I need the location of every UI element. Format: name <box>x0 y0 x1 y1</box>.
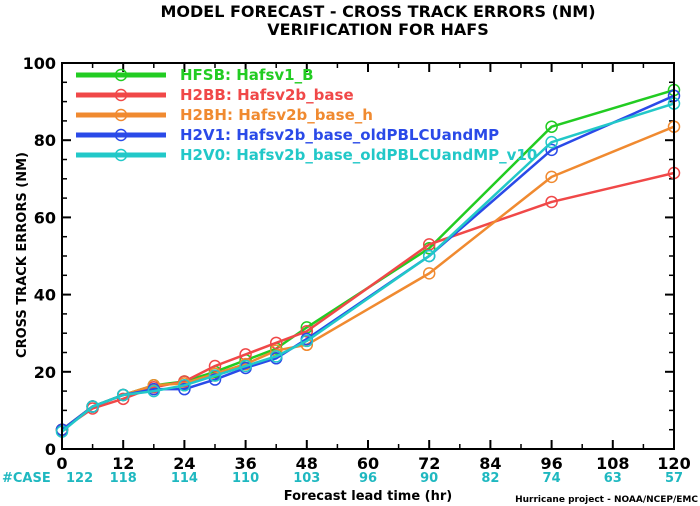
case-count: 63 <box>604 471 622 486</box>
data-point <box>208 369 222 382</box>
legend-item: H2V0: Hafsv2b_base_oldPBLCUandMP_v10 <box>76 146 537 164</box>
data-point <box>545 143 558 157</box>
x-tick-label: 84 <box>479 454 501 473</box>
legend-label: H2V0: Hafsv2b_base_oldPBLCUandMP_v10 <box>180 146 537 164</box>
x-axis-label: Forecast lead time (hr) <box>284 489 452 504</box>
data-point <box>300 334 314 348</box>
legend-item: H2BB: Hafsv2b_base <box>76 86 354 104</box>
data-point <box>208 359 222 373</box>
legend-label: H2BB: Hafsv2b_base <box>180 86 354 104</box>
plot-frame <box>61 62 675 450</box>
x-tick-label: 108 <box>596 454 629 473</box>
credit-text: Hurricane project - NOAA/NCEP/EMC <box>515 495 698 505</box>
legend-label: H2BH: Hafsv2b_base_h <box>180 106 373 124</box>
legend-item: H2V1: Hafsv2b_base_oldPBLCUandMP <box>76 126 499 144</box>
y-axis-label: CROSS TRACK ERRORS (NM) <box>15 152 30 358</box>
case-count: 96 <box>359 471 377 486</box>
x-tick-label: 12 <box>112 454 134 473</box>
x-tick-label: 60 <box>357 454 379 473</box>
chart-subtitle: VERIFICATION FOR HAFS <box>267 20 488 39</box>
y-tick-label: 0 <box>45 440 56 459</box>
y-tick-label: 20 <box>34 363 56 382</box>
case-label: #CASE <box>2 471 51 486</box>
case-count: 90 <box>420 471 438 486</box>
y-tick-label: 60 <box>34 208 56 227</box>
data-point <box>178 379 191 392</box>
legend-marker <box>114 148 128 162</box>
y-tick-label: 80 <box>34 131 56 150</box>
x-tick-label: 24 <box>173 454 195 473</box>
data-point <box>269 336 283 350</box>
data-point <box>300 325 314 338</box>
data-point <box>178 382 191 396</box>
x-tick-label: 48 <box>296 454 318 473</box>
case-count: 103 <box>293 471 320 486</box>
legend-item: HFSB: Hafsv1_B <box>76 66 314 84</box>
data-point <box>422 267 436 280</box>
legend: HFSB: Hafsv1_B H2BB: Hafsv2b_base H2BH: Ha… <box>76 66 537 164</box>
data-point <box>86 400 99 413</box>
data-point <box>545 170 558 184</box>
legend-marker <box>114 88 128 102</box>
legend-marker <box>114 68 128 82</box>
chart-title: MODEL FORECAST - CROSS TRACK ERRORS (NM) <box>160 2 595 21</box>
x-tick-label: 72 <box>418 454 440 473</box>
data-point <box>116 392 130 406</box>
y-tick-label: 100 <box>23 54 56 73</box>
data-point <box>147 384 161 398</box>
x-tick-label: 120 <box>657 454 690 473</box>
data-point <box>239 359 252 373</box>
data-point <box>422 249 436 263</box>
case-count: 82 <box>481 471 499 486</box>
case-count: 110 <box>232 471 259 486</box>
case-count: 118 <box>110 471 137 486</box>
data-point <box>545 135 558 149</box>
legend-marker <box>114 108 128 122</box>
legend-item: H2BH: Hafsv2b_base_h <box>76 106 373 124</box>
data-point <box>269 350 283 363</box>
data-point <box>116 388 130 402</box>
case-count: 114 <box>171 471 198 486</box>
case-count: 122 <box>66 471 93 486</box>
data-point <box>545 120 558 133</box>
x-tick-label: 0 <box>56 454 67 473</box>
case-count: 57 <box>665 471 683 486</box>
x-tick-label: 96 <box>540 454 562 473</box>
y-tick-label: 40 <box>34 286 56 305</box>
case-count: 74 <box>543 471 561 486</box>
legend-marker <box>114 128 128 142</box>
data-point <box>208 373 222 386</box>
legend-label: H2V1: Hafsv2b_base_oldPBLCUandMP <box>180 126 499 144</box>
data-point <box>545 195 558 209</box>
x-tick-label: 36 <box>234 454 256 473</box>
legend-label: HFSB: Hafsv1_B <box>180 66 314 84</box>
